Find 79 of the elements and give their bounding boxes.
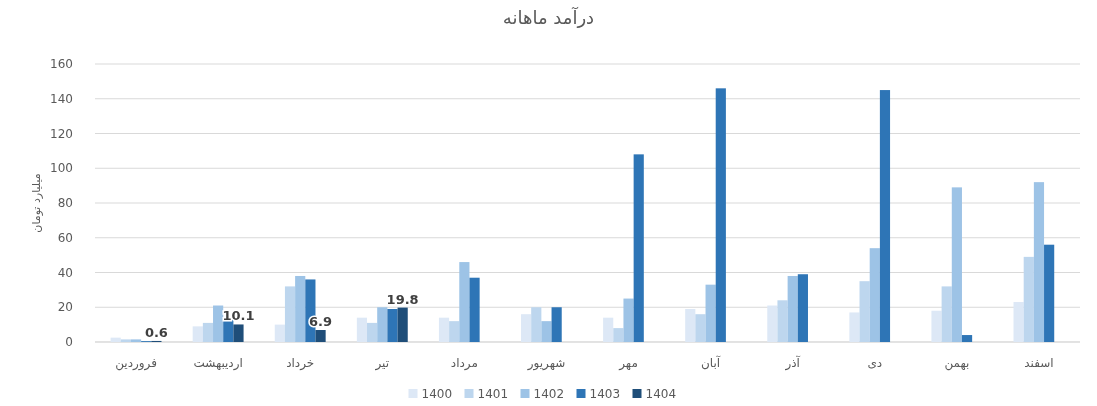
y-tick-label: 120	[50, 126, 73, 141]
bar	[551, 307, 562, 342]
bar	[613, 328, 624, 342]
bar	[315, 330, 326, 342]
bar	[274, 324, 285, 342]
x-tick-label: فروردین	[115, 356, 157, 371]
x-tick-label: آبان	[701, 355, 721, 370]
bar	[541, 321, 552, 342]
y-tick-label: 80	[57, 196, 73, 210]
x-tick-label: مهر	[618, 356, 638, 371]
bar	[459, 262, 470, 342]
bar	[715, 88, 726, 342]
bar	[849, 312, 860, 342]
y-tick-label: 40	[57, 265, 73, 280]
y-tick-label: 100	[50, 161, 73, 176]
bar	[633, 154, 644, 342]
x-tick-label: تیر	[374, 356, 390, 371]
bar	[469, 277, 480, 342]
legend-label: 1404	[645, 387, 677, 401]
y-tick-label: 140	[50, 91, 73, 106]
legend-label: 1402	[533, 387, 565, 401]
bar	[603, 317, 614, 342]
bar	[869, 248, 880, 342]
bar	[397, 307, 408, 342]
bar	[202, 322, 214, 342]
bar	[1033, 182, 1045, 342]
bar	[623, 298, 634, 342]
x-tick-label: شهریور	[526, 356, 566, 371]
bar	[438, 317, 450, 342]
y-tick-label: 60	[57, 230, 73, 245]
bar	[951, 187, 962, 342]
x-tick-label: مرداد	[450, 356, 478, 371]
bar	[695, 314, 706, 342]
bar	[767, 305, 778, 342]
bar	[1044, 244, 1055, 342]
bar	[192, 326, 203, 342]
y-axis-title: میلیارد تومان	[30, 173, 43, 233]
legend-label: 1400	[421, 387, 453, 401]
x-tick-label: بهمن	[944, 356, 970, 371]
bar	[777, 300, 788, 342]
x-tick-label: اردیبهشت	[193, 356, 243, 371]
bar	[120, 339, 131, 342]
bar	[130, 339, 142, 342]
legend-label: 1403	[589, 387, 621, 401]
bar	[377, 307, 388, 342]
data-label: 10.1	[222, 308, 255, 324]
bar	[449, 321, 460, 342]
bar	[233, 324, 244, 342]
bar	[797, 274, 808, 342]
bar	[961, 335, 973, 342]
bar	[879, 90, 891, 342]
bar	[931, 310, 942, 342]
bar	[295, 275, 306, 342]
bar	[685, 308, 696, 342]
x-tick-label: آذر	[784, 355, 801, 371]
bar	[1023, 256, 1034, 342]
chart-title: درآمد ماهانه	[502, 6, 595, 28]
bar	[521, 314, 532, 342]
bar	[1013, 302, 1024, 342]
bar	[356, 317, 368, 342]
bar	[387, 308, 398, 342]
bar	[941, 286, 952, 342]
x-tick-label: خرداد	[286, 356, 315, 371]
y-tick-label: 0	[65, 335, 73, 349]
x-tick-label: اسفند	[1024, 356, 1054, 370]
bar	[705, 284, 716, 342]
bar	[531, 307, 542, 342]
bar	[367, 322, 378, 342]
y-tick-label: 160	[50, 57, 73, 71]
data-label: 19.8	[386, 291, 419, 307]
bar	[284, 286, 296, 342]
x-tick-label: دی	[867, 356, 883, 370]
data-label: 0.6	[144, 324, 168, 340]
bar	[859, 281, 870, 342]
bar	[213, 305, 224, 342]
legend-label: 1401	[477, 387, 509, 401]
bar	[787, 275, 798, 342]
y-tick-label: 20	[57, 300, 73, 315]
bar	[110, 337, 121, 342]
